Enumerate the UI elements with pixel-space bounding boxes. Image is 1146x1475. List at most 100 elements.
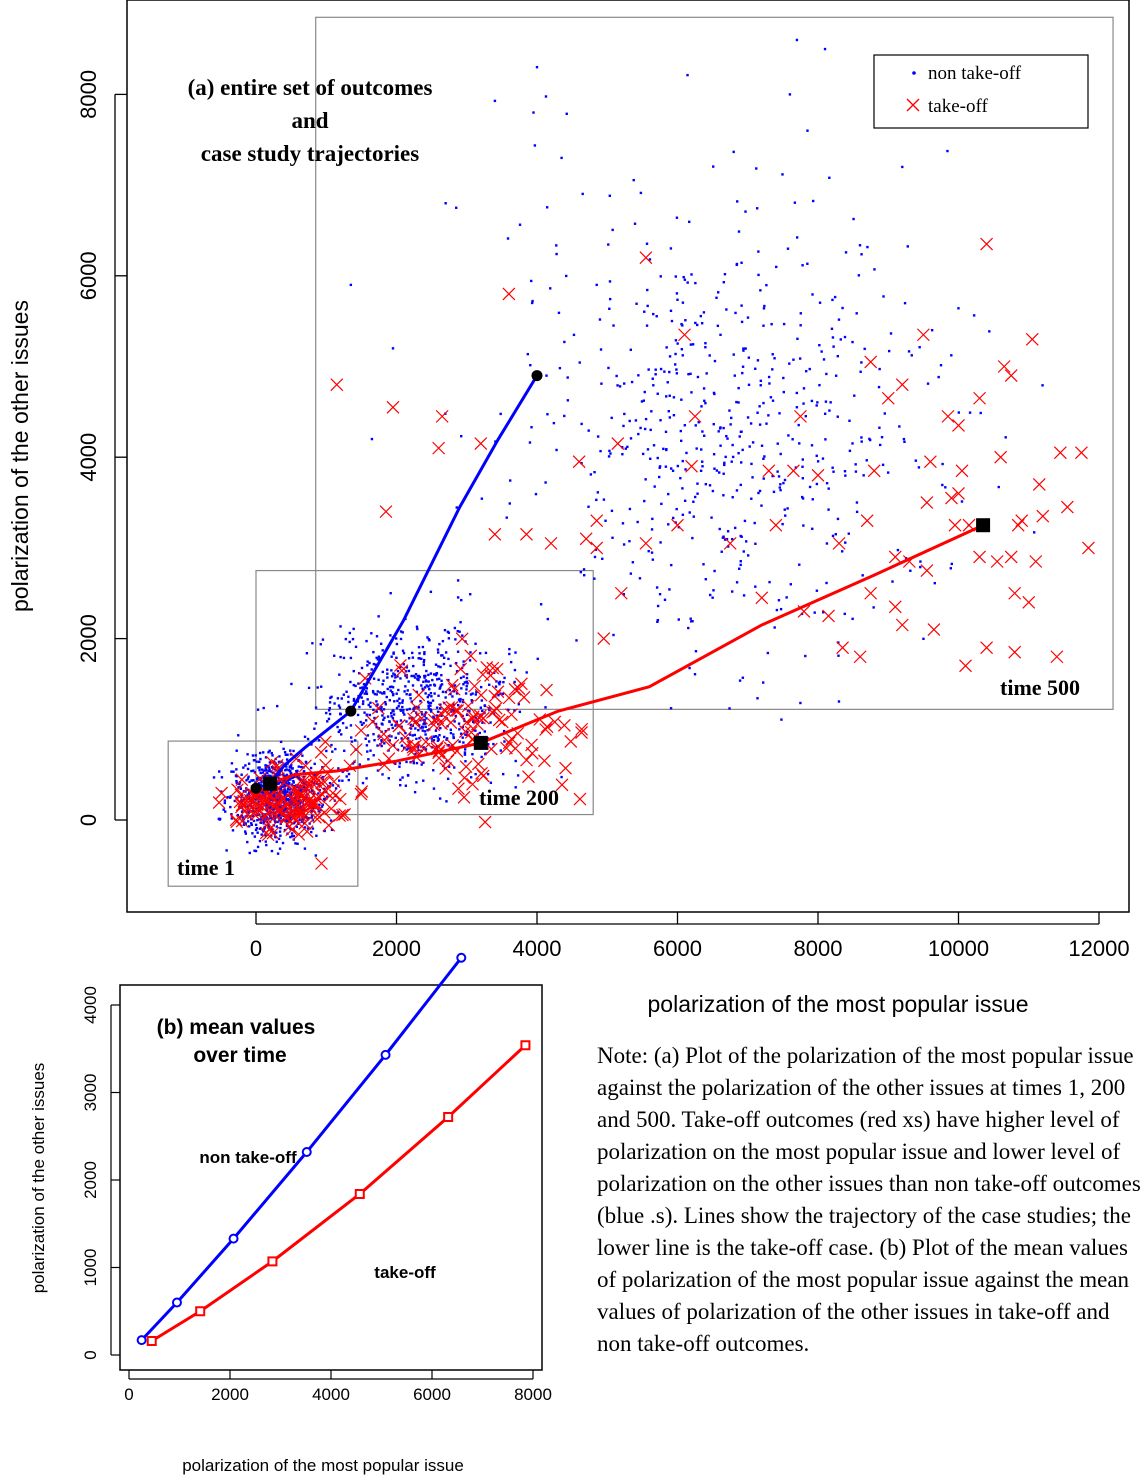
non-takeoff-point xyxy=(266,764,269,768)
takeoff-point xyxy=(540,720,554,734)
non-takeoff-point xyxy=(365,690,368,693)
non-takeoff-point xyxy=(342,693,346,696)
non-takeoff-point xyxy=(396,675,399,678)
non-takeoff-point xyxy=(866,245,869,249)
non-takeoff-point xyxy=(623,412,626,416)
non-takeoff-point xyxy=(484,651,488,655)
non-takeoff-point xyxy=(503,676,506,680)
non-takeoff-point xyxy=(278,755,281,758)
non-takeoff-point xyxy=(322,797,326,801)
non-takeoff-point xyxy=(388,720,391,723)
non-takeoff-point xyxy=(293,775,296,778)
non-takeoff-point xyxy=(535,65,539,69)
non-takeoff-point xyxy=(448,689,451,692)
non-takeoff-point xyxy=(453,626,457,630)
non-takeoff-point xyxy=(718,427,722,430)
non-takeoff-point xyxy=(288,788,291,791)
non-takeoff-point xyxy=(465,680,468,683)
non-takeoff-point xyxy=(362,700,365,703)
non-takeoff-point xyxy=(718,471,721,474)
non-takeoff-point xyxy=(770,322,773,326)
non-takeoff-point xyxy=(313,727,316,730)
non-takeoff-point xyxy=(425,684,428,687)
non-takeoff-point xyxy=(946,149,949,153)
non-takeoff-point xyxy=(349,656,353,660)
non-takeoff-point xyxy=(251,809,255,812)
non-takeoff-point xyxy=(823,47,827,51)
non-takeoff-point xyxy=(799,312,803,315)
non-takeoff-point xyxy=(754,367,757,370)
non-takeoff-point xyxy=(881,463,885,467)
takeoff-point xyxy=(1082,541,1095,555)
non-takeoff-point xyxy=(382,708,386,711)
non-takeoff-point xyxy=(566,399,570,402)
non-takeoff-point xyxy=(860,253,863,256)
non-takeoff-point xyxy=(347,772,351,776)
non-takeoff-point xyxy=(375,635,379,638)
non-takeoff-point xyxy=(668,355,672,358)
non-takeoff-point xyxy=(854,463,857,466)
non-takeoff-point xyxy=(493,99,497,103)
non-takeoff-point xyxy=(767,414,770,417)
non-takeoff-point xyxy=(758,423,762,426)
non-takeoff-point xyxy=(449,728,453,731)
non-takeoff-point xyxy=(258,818,261,821)
non-takeoff-point xyxy=(226,795,229,799)
non-takeoff-point xyxy=(690,391,693,394)
non-takeoff-point xyxy=(811,293,814,296)
non-takeoff-point xyxy=(418,652,421,655)
non-takeoff-point xyxy=(402,663,405,666)
non-takeoff-point xyxy=(339,712,342,715)
non-takeoff-point xyxy=(329,819,333,822)
non-takeoff-point xyxy=(380,744,383,748)
non-takeoff-point xyxy=(930,328,934,332)
takeoff-point xyxy=(822,609,835,623)
non-takeoff-point xyxy=(518,223,522,226)
takeoff-point xyxy=(310,792,324,805)
non-takeoff-point xyxy=(667,523,670,526)
non-takeoff-point xyxy=(330,828,334,832)
takeoff-point xyxy=(811,468,825,482)
takeoff-point xyxy=(431,711,445,725)
takeoff-point xyxy=(459,760,473,774)
non-takeoff-point xyxy=(253,849,256,852)
non-takeoff-point xyxy=(447,678,450,682)
non-takeoff-point xyxy=(270,765,274,769)
non-takeoff-point xyxy=(745,540,748,543)
non-takeoff-point xyxy=(246,777,250,780)
non-takeoff-point xyxy=(407,680,410,683)
takeoff-point xyxy=(990,555,1004,568)
non-takeoff-point xyxy=(457,698,461,701)
non-takeoff-point xyxy=(403,690,406,693)
non-takeoff-point xyxy=(420,763,423,766)
non-takeoff-point xyxy=(265,809,269,812)
non-takeoff-point xyxy=(366,664,369,667)
non-takeoff-point xyxy=(509,660,513,664)
takeoff-point xyxy=(400,739,414,753)
y-tick-label-b: 3000 xyxy=(81,1074,100,1112)
non-takeoff-point xyxy=(525,671,528,674)
non-takeoff-point xyxy=(242,823,246,826)
non-takeoff-point xyxy=(479,685,483,689)
non-takeoff-point xyxy=(480,755,483,759)
non-takeoff-point xyxy=(352,669,355,673)
takeoff-point xyxy=(614,586,628,600)
non-takeoff-point xyxy=(320,776,324,780)
non-takeoff-point xyxy=(939,364,943,367)
non-takeoff-point xyxy=(257,782,261,785)
takeoff-point xyxy=(1004,550,1018,564)
non-takeoff-point xyxy=(279,806,282,810)
chart-a-title-line3: case study trajectories xyxy=(201,141,419,166)
non-takeoff-point xyxy=(560,775,563,779)
x-axis-label-a: polarization of the most popular issue xyxy=(648,991,1029,1017)
non-takeoff-point xyxy=(295,775,299,779)
non-takeoff-point xyxy=(668,394,671,397)
non-takeoff-point xyxy=(254,849,258,853)
non-takeoff-point xyxy=(363,692,366,695)
non-takeoff-point xyxy=(820,350,823,353)
non-takeoff-point xyxy=(270,849,274,853)
takeoff-point xyxy=(393,658,407,672)
non-takeoff-point xyxy=(855,510,859,514)
non-takeoff-point xyxy=(389,689,392,692)
non-takeoff-point xyxy=(622,543,626,546)
